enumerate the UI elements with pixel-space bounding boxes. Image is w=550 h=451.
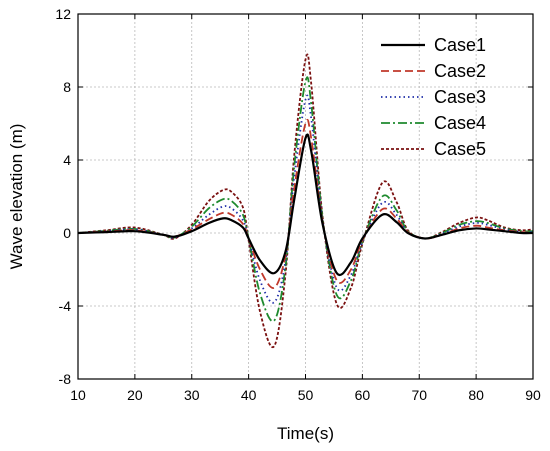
y-axis-title: Wave elevation (m): [7, 124, 26, 270]
y-tick-label: -8: [59, 371, 72, 387]
x-tick-label: 60: [355, 387, 371, 403]
x-tick-label: 90: [525, 387, 541, 403]
y-tick-label: 8: [63, 79, 71, 95]
x-tick-label: 20: [127, 387, 143, 403]
y-tick-label: 4: [63, 152, 71, 168]
legend-label-case2: Case2: [434, 61, 486, 81]
y-tick-label: 12: [55, 6, 71, 22]
y-tick-label: 0: [63, 225, 71, 241]
legend: Case1 Case2 Case3 Case4 Case5: [381, 35, 486, 159]
axis-ticks: 10 20 30 40 50 60 70 80 90 -8 -4 0 4 8 12: [55, 6, 541, 403]
series-line-case3: [77, 94, 534, 304]
legend-label-case4: Case4: [434, 113, 486, 133]
x-tick-label: 30: [184, 387, 200, 403]
x-tick-label: 50: [298, 387, 314, 403]
legend-label-case5: Case5: [434, 139, 486, 159]
x-tick-label: 10: [70, 387, 86, 403]
series-lines: [77, 53, 534, 349]
series-line-case4: [77, 76, 534, 323]
legend-label-case1: Case1: [434, 35, 486, 55]
series-line-case5: [77, 53, 534, 349]
x-axis-title: Time(s): [277, 424, 334, 443]
grid: [78, 14, 533, 379]
y-tick-label: -4: [59, 298, 72, 314]
legend-label-case3: Case3: [434, 87, 486, 107]
x-tick-label: 40: [241, 387, 257, 403]
series-line-case1: [77, 133, 534, 277]
x-tick-label: 80: [468, 387, 484, 403]
x-tick-label: 70: [411, 387, 427, 403]
series-line-case2: [77, 118, 534, 289]
